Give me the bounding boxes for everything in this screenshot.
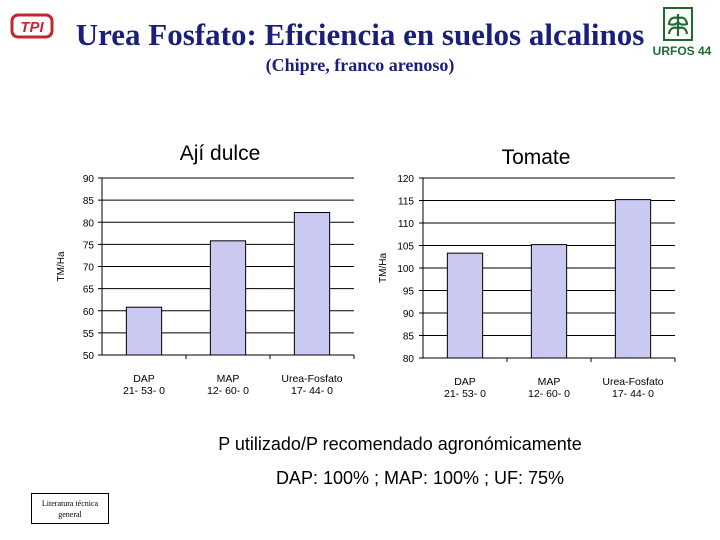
chart-title: Ají dulce	[180, 142, 261, 165]
x-tick-label: 21- 53- 0	[444, 388, 486, 400]
y-tick-label: 85	[403, 332, 415, 343]
urfos-logo-text: URFOS 44	[653, 44, 712, 58]
bar	[209, 240, 247, 356]
bar	[125, 306, 163, 356]
y-tick-label: 105	[397, 242, 414, 253]
page-title: Urea Fosfato: Eficiencia en suelos alcal…	[75, 17, 645, 52]
x-tick-label: MAP	[538, 376, 561, 388]
footer-note-main: P utilizado/P recomendado agronómicament…	[218, 434, 582, 454]
y-tick-label: 100	[397, 264, 414, 275]
y-tick-label: 120	[397, 174, 414, 185]
y-tick-label: 55	[83, 329, 95, 340]
page-subtitle: (Chipre, franco arenoso)	[265, 55, 455, 75]
y-tick-label: 90	[403, 309, 415, 320]
x-tick-label: 12- 60- 0	[207, 385, 249, 397]
y-tick-label: 110	[398, 219, 414, 230]
y-tick-label: 80	[403, 354, 415, 365]
y-tick-label: 75	[83, 240, 95, 251]
chart-tomate: Tomate TM/Ha 120 115 110 105 100 95 90 85 80 DAP21-…	[378, 146, 676, 400]
x-tick-label: MAP	[217, 373, 240, 385]
x-tick-label: Urea-Fosfato	[602, 376, 663, 388]
y-tick-label: 115	[398, 197, 414, 208]
x-tick-label: 21- 53- 0	[123, 385, 165, 397]
y-tick-label: 70	[83, 263, 95, 274]
chart-title: Tomate	[502, 146, 571, 169]
bar	[530, 244, 568, 359]
x-tick-label: DAP	[454, 376, 476, 388]
bar	[614, 199, 652, 359]
y-axis-label: TM/Ha	[378, 253, 389, 283]
x-tick-label: 17- 44- 0	[612, 388, 654, 400]
y-tick-label: 95	[403, 287, 415, 298]
tpi-logo: TPI	[10, 13, 54, 39]
bar	[293, 212, 331, 356]
x-tick-label: 12- 60- 0	[528, 388, 570, 400]
y-tick-label: 90	[83, 174, 95, 185]
bar	[446, 252, 484, 359]
x-tick-label: 17- 44- 0	[291, 385, 333, 397]
urfos-logo: URFOS 44	[653, 7, 712, 58]
leaf-icon	[667, 14, 689, 36]
footer-note-sub: DAP: 100% ; MAP: 100% ; UF: 75%	[275, 468, 565, 488]
y-tick-label: 85	[83, 196, 95, 207]
tpi-logo-text: TPI	[20, 19, 44, 36]
x-tick-label: DAP	[133, 373, 155, 385]
literature-label: Literatura técnica general	[31, 493, 109, 524]
y-tick-label: 60	[83, 307, 95, 318]
y-tick-label: 50	[83, 351, 95, 362]
y-tick-label: 65	[83, 285, 95, 296]
x-tick-label: Urea-Fosfato	[281, 373, 342, 385]
y-tick-label: 80	[83, 218, 95, 229]
y-axis-label: TM/Ha	[56, 251, 67, 281]
